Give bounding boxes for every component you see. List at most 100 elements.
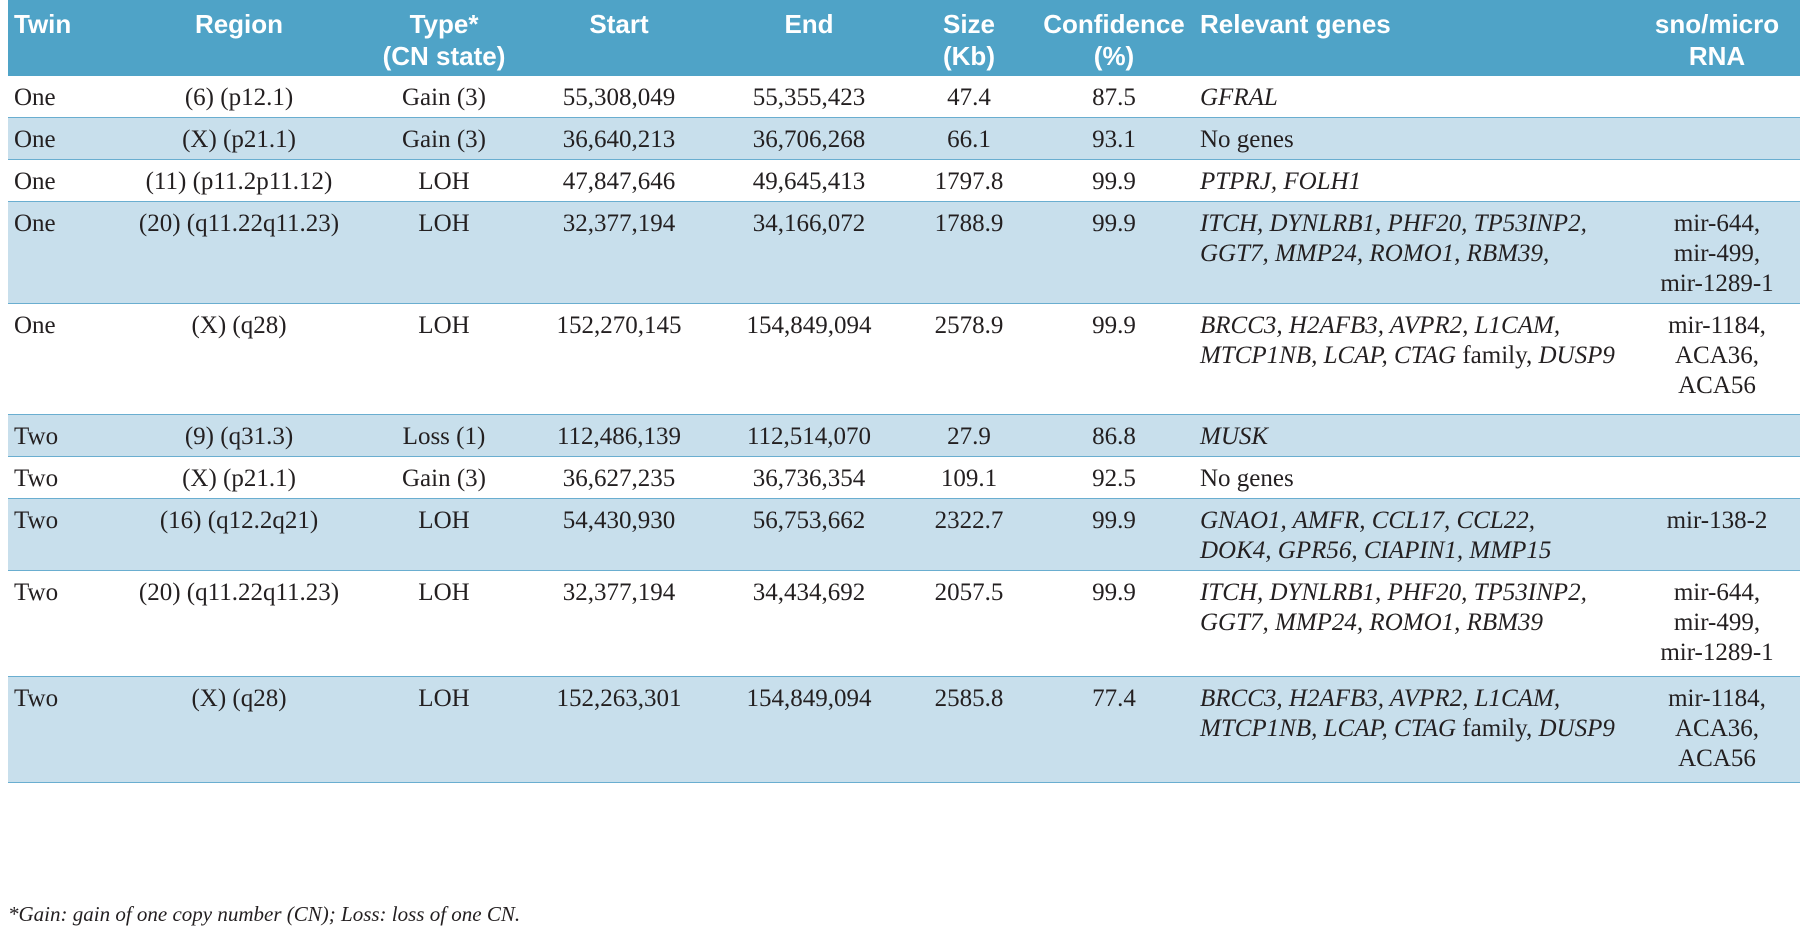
cell-twin: Two (8, 414, 114, 457)
cell-type: LOH (364, 498, 524, 571)
cell-end: 112,514,070 (714, 414, 904, 457)
cell-size: 2322.7 (904, 498, 1034, 571)
cell-region: (X) (q28) (191, 312, 287, 339)
cell-genes: BRCC3, H2AFB3, AVPR2, L1CAM, MTCP1NB, LCA… (1194, 676, 1634, 783)
cell-type: LOH (364, 676, 524, 783)
cell-twin: One (14, 312, 56, 339)
table-row: Two (9) (q31.3) Loss (1) 112,486,139 112… (8, 414, 1800, 457)
cell-rna (1634, 117, 1800, 160)
cell-twin: One (14, 84, 56, 111)
cell-genes: MUSK (1194, 414, 1634, 457)
cell-size: 2057.5 (934, 579, 1004, 606)
table-row: Two (20) (q11.22q11.23) LOH 32,377,194 3… (8, 571, 1800, 677)
cell-region: (X) (q28) (114, 676, 364, 783)
cell-genes: ITCH, DYNLRB1, PHF20, TP53INP2, GGT7, MMP… (1200, 579, 1587, 636)
cell-confidence: 93.1 (1034, 117, 1194, 160)
cell-type: Loss (1) (364, 414, 524, 457)
header-start: Start (524, 0, 714, 76)
cell-type: LOH (418, 579, 470, 606)
header-confidence: Confidence (%) (1034, 0, 1194, 76)
header-size: Size (Kb) (904, 0, 1034, 76)
header-type: Type* (CN state) (364, 0, 524, 76)
cnv-table: Twin Region Type* (CN state) Start End Si… (8, 0, 1800, 783)
cell-size: 2578.9 (934, 312, 1004, 339)
cell-start: 36,640,213 (524, 117, 714, 160)
cell-region: (20) (q11.22q11.23) (138, 579, 340, 606)
cell-genes: GNAO1, AMFR, CCL17, CCL22, DOK4, GPR56, C… (1194, 498, 1634, 571)
cell-size: 47.4 (947, 84, 991, 111)
cell-confidence: 86.8 (1034, 414, 1194, 457)
table-row: One (6) (p12.1) Gain (3) 55,308,049 55,3… (8, 76, 1800, 118)
cell-end: 49,645,413 (752, 168, 866, 195)
header-genes: Relevant genes (1194, 0, 1634, 76)
cell-rna (1634, 457, 1800, 499)
cell-rna: mir-644, mir-499, mir-1289-1 (1660, 579, 1774, 666)
cell-end: 154,849,094 (714, 676, 904, 783)
cell-region: (X) (p21.1) (182, 465, 296, 492)
table-row: Two (X) (p21.1) Gain (3) 36,627,235 36,7… (8, 457, 1800, 499)
cell-genes: BRCC3, H2AFB3, AVPR2, L1CAM, MTCP1NB, LCA… (1200, 312, 1615, 369)
cell-region: (9) (q31.3) (114, 414, 364, 457)
cell-rna: mir-644, mir-499, mir-1289-1 (1634, 201, 1800, 304)
cell-size: 1788.9 (904, 201, 1034, 304)
cell-genes: No genes (1194, 117, 1634, 160)
cell-size: 27.9 (904, 414, 1034, 457)
cell-rna (1634, 414, 1800, 457)
table-row: One (X) (p21.1) Gain (3) 36,640,213 36,7… (8, 117, 1800, 160)
cell-confidence: 77.4 (1034, 676, 1194, 783)
cell-start: 54,430,930 (524, 498, 714, 571)
cell-type: LOH (418, 312, 470, 339)
footnote: *Gain: gain of one copy number (CN); Los… (8, 902, 521, 926)
cell-region: (6) (p12.1) (184, 84, 294, 111)
cell-genes: No genes (1200, 465, 1294, 492)
cell-rna: mir-138-2 (1634, 498, 1800, 571)
table-row: One (X) (q28) LOH 152,270,145 154,849,09… (8, 304, 1800, 415)
table-row: One (11) (p11.2p11.12) LOH 47,847,646 49… (8, 160, 1800, 202)
cell-genes: GFRAL (1200, 84, 1278, 111)
cell-region: (16) (q12.2q21) (114, 498, 364, 571)
cell-start: 47,847,646 (562, 168, 676, 195)
cell-confidence: 87.5 (1092, 84, 1136, 111)
header-twin: Twin (8, 0, 114, 76)
cell-end: 154,849,094 (746, 312, 872, 339)
cell-end: 34,166,072 (714, 201, 904, 304)
header-end: End (714, 0, 904, 76)
cell-twin: Two (14, 579, 59, 606)
cell-region: (11) (p11.2p11.12) (145, 168, 333, 195)
cell-start: 152,270,145 (556, 312, 682, 339)
cell-start: 32,377,194 (562, 579, 676, 606)
cell-type: Gain (3) (402, 465, 486, 492)
cell-confidence: 99.9 (1034, 498, 1194, 571)
cell-size: 1797.8 (934, 168, 1004, 195)
cell-end: 55,355,423 (752, 84, 866, 111)
header-region: Region (114, 0, 364, 76)
cell-genes: ITCH, DYNLRB1, PHF20, TP53INP2, GGT7, MMP… (1194, 201, 1634, 304)
cell-twin: One (14, 168, 56, 195)
cell-twin: Two (8, 498, 114, 571)
table-row: One (20) (q11.22q11.23) LOH 32,377,194 3… (8, 201, 1800, 304)
cell-confidence: 99.9 (1092, 579, 1136, 606)
cell-twin: One (8, 117, 114, 160)
header-row: Twin Region Type* (CN state) Start End Si… (8, 0, 1800, 76)
cell-region: (20) (q11.22q11.23) (114, 201, 364, 304)
cell-rna: mir-1184, ACA36, ACA56 (1668, 312, 1766, 399)
cell-twin: One (8, 201, 114, 304)
table-row: Two (16) (q12.2q21) LOH 54,430,930 56,75… (8, 498, 1800, 571)
cell-start: 55,308,049 (562, 84, 676, 111)
cell-twin: Two (14, 465, 59, 492)
cell-end: 36,736,354 (752, 465, 866, 492)
cell-start: 112,486,139 (524, 414, 714, 457)
cell-genes: PTPRJ, FOLH1 (1200, 168, 1362, 195)
cell-rna: mir-1184, ACA36, ACA56 (1634, 676, 1800, 783)
cell-start: 32,377,194 (524, 201, 714, 304)
cell-confidence: 99.9 (1034, 201, 1194, 304)
cell-rna (1634, 76, 1800, 118)
cell-size: 109.1 (940, 465, 998, 492)
header-rna: sno/micro RNA (1634, 0, 1800, 76)
cell-rna (1634, 160, 1800, 202)
cell-end: 34,434,692 (752, 579, 866, 606)
cell-type: Gain (3) (364, 117, 524, 160)
cell-end: 36,706,268 (714, 117, 904, 160)
cell-confidence: 99.9 (1092, 168, 1136, 195)
cell-twin: Two (8, 676, 114, 783)
